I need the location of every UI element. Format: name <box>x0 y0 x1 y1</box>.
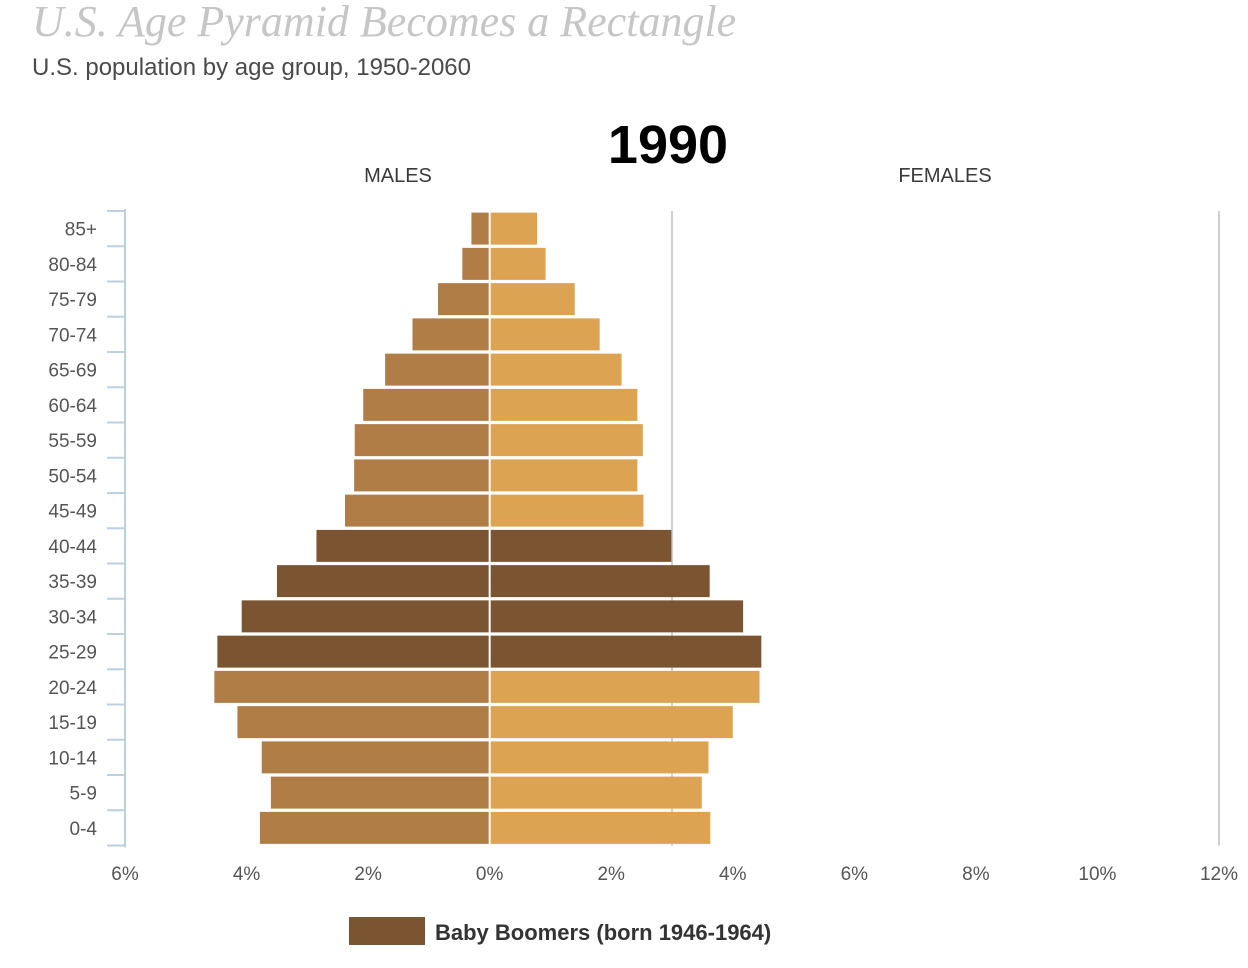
category-label: 50-54 <box>48 466 97 487</box>
category-label: 85+ <box>65 220 97 241</box>
category-label: 40-44 <box>48 537 97 558</box>
bar-male-20-24 <box>214 670 490 703</box>
bar-female-30-34 <box>489 600 744 633</box>
bar-female-80-84 <box>489 247 546 280</box>
year-label: 1990 <box>608 115 728 175</box>
bar-female-15-19 <box>489 706 733 739</box>
x-tick-label: 4% <box>233 864 261 885</box>
category-label: 15-19 <box>48 713 97 734</box>
x-tick-label: 0% <box>476 864 504 885</box>
x-tick-label: 10% <box>1078 864 1116 885</box>
category-label: 5-9 <box>70 784 97 805</box>
bar-female-65-69 <box>489 353 622 386</box>
bar-female-60-64 <box>489 388 638 421</box>
bar-female-50-54 <box>489 459 638 492</box>
bar-male-75-79 <box>438 283 490 316</box>
category-label: 0-4 <box>70 819 98 840</box>
axis-layer: 85+ 80-84 75-79 70-74 65-69 60-64 55-59 50-54 45… <box>48 209 1238 885</box>
bar-male-70-74 <box>412 318 490 351</box>
bar-female-55-59 <box>489 424 643 457</box>
category-label: 70-74 <box>48 325 97 346</box>
bar-female-45-49 <box>489 494 644 527</box>
bar-female-25-29 <box>489 635 762 668</box>
legend: Baby Boomers (born 1946-1964) <box>349 917 771 945</box>
bar-female-85+ <box>489 212 538 245</box>
x-tick-label: 4% <box>719 864 747 885</box>
bar-male-45-49 <box>345 494 490 527</box>
bar-female-20-24 <box>489 670 760 703</box>
bar-male-15-19 <box>237 706 490 739</box>
x-tick-label: 8% <box>962 864 990 885</box>
category-label: 30-34 <box>48 607 97 628</box>
bar-male-35-39 <box>276 565 490 598</box>
bar-female-75-79 <box>489 283 575 316</box>
males-label: MALES <box>364 165 432 187</box>
chart-subtitle: U.S. population by age group, 1950-2060 <box>32 54 471 81</box>
bar-female-5-9 <box>489 776 702 809</box>
legend-swatch-boomers <box>349 917 425 945</box>
legend-label-boomers: Baby Boomers (born 1946-1964) <box>435 920 771 945</box>
x-tick-label: 12% <box>1200 864 1238 885</box>
bar-male-60-64 <box>363 388 490 421</box>
x-tick-label: 2% <box>597 864 625 885</box>
category-label: 80-84 <box>48 255 97 276</box>
bar-male-30-34 <box>241 600 490 633</box>
category-label: 10-14 <box>48 748 97 769</box>
bar-male-0-4 <box>259 811 490 844</box>
bar-male-65-69 <box>385 353 490 386</box>
bar-female-0-4 <box>489 811 711 844</box>
bar-female-40-44 <box>489 529 672 562</box>
bar-female-35-39 <box>489 565 710 598</box>
x-tick-label: 6% <box>111 864 139 885</box>
category-label: 75-79 <box>48 290 97 311</box>
x-tick-label: 6% <box>841 864 869 885</box>
bar-female-70-74 <box>489 318 600 351</box>
category-label: 60-64 <box>48 396 97 417</box>
category-label: 20-24 <box>48 678 97 699</box>
bar-male-85+ <box>471 212 490 245</box>
bar-male-10-14 <box>261 741 490 774</box>
grid-layer <box>671 211 1220 846</box>
bar-male-80-84 <box>462 247 490 280</box>
bar-male-5-9 <box>270 776 490 809</box>
category-label: 45-49 <box>48 502 97 523</box>
bar-male-40-44 <box>316 529 490 562</box>
bar-male-55-59 <box>354 424 490 457</box>
category-label: 65-69 <box>48 361 97 382</box>
category-label: 35-39 <box>48 572 97 593</box>
chart-title: U.S. Age Pyramid Becomes a Rectangle <box>32 0 737 46</box>
bars-layer <box>214 211 762 846</box>
females-label: FEMALES <box>898 165 991 187</box>
bar-male-25-29 <box>217 635 490 668</box>
x-tick-label: 2% <box>354 864 382 885</box>
category-label: 55-59 <box>48 431 97 452</box>
bar-female-10-14 <box>489 741 709 774</box>
category-label: 25-29 <box>48 643 97 664</box>
bar-male-50-54 <box>354 459 490 492</box>
